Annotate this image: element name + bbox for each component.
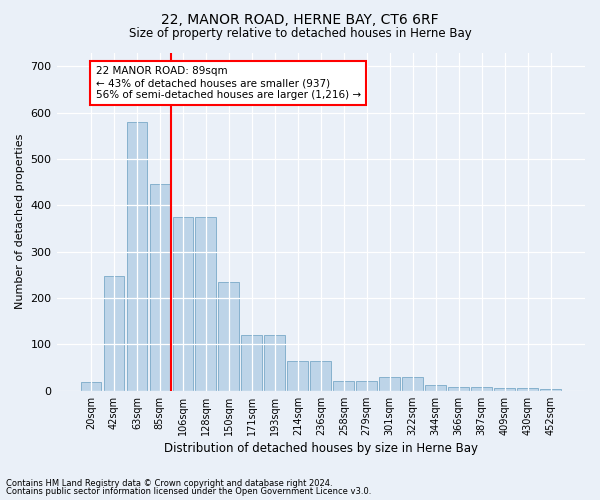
Bar: [425, 385, 446, 391]
Bar: [310, 360, 331, 391]
Bar: [540, 388, 561, 391]
Bar: [517, 388, 538, 391]
Bar: [104, 276, 124, 391]
Bar: [80, 382, 101, 391]
Bar: [196, 217, 216, 391]
X-axis label: Distribution of detached houses by size in Herne Bay: Distribution of detached houses by size …: [164, 442, 478, 455]
Text: 22, MANOR ROAD, HERNE BAY, CT6 6RF: 22, MANOR ROAD, HERNE BAY, CT6 6RF: [161, 12, 439, 26]
Bar: [265, 335, 285, 391]
Bar: [127, 122, 147, 391]
Bar: [287, 360, 308, 391]
Bar: [472, 387, 492, 391]
Bar: [356, 380, 377, 391]
Bar: [334, 380, 354, 391]
Text: 22 MANOR ROAD: 89sqm
← 43% of detached houses are smaller (937)
56% of semi-deta: 22 MANOR ROAD: 89sqm ← 43% of detached h…: [95, 66, 361, 100]
Text: Contains HM Land Registry data © Crown copyright and database right 2024.: Contains HM Land Registry data © Crown c…: [6, 478, 332, 488]
Bar: [494, 388, 515, 391]
Bar: [173, 217, 193, 391]
Text: Size of property relative to detached houses in Herne Bay: Size of property relative to detached ho…: [128, 28, 472, 40]
Bar: [241, 335, 262, 391]
Text: Contains public sector information licensed under the Open Government Licence v3: Contains public sector information licen…: [6, 487, 371, 496]
Bar: [403, 377, 423, 391]
Bar: [218, 282, 239, 391]
Bar: [448, 387, 469, 391]
Bar: [149, 184, 170, 391]
Y-axis label: Number of detached properties: Number of detached properties: [15, 134, 25, 310]
Bar: [379, 377, 400, 391]
